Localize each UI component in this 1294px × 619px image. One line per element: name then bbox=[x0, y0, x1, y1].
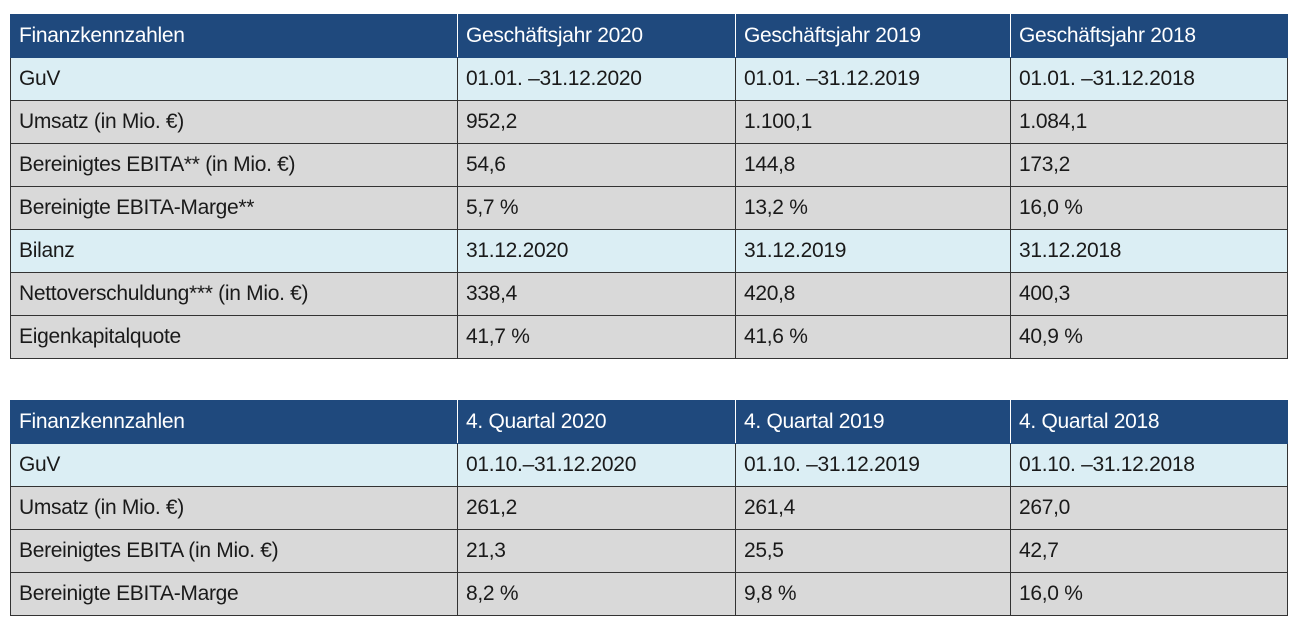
table-cell: 41,6 % bbox=[735, 315, 1011, 359]
table-cell: 01.10.–31.12.2020 bbox=[457, 443, 736, 487]
row-label: Eigenkapitalquote bbox=[10, 315, 458, 359]
table-cell: 31.12.2018 bbox=[1010, 229, 1288, 273]
table-cell: 420,8 bbox=[735, 272, 1011, 316]
column-header: 4. Quartal 2019 bbox=[735, 400, 1011, 444]
table-cell: 952,2 bbox=[457, 100, 736, 144]
table-cell: 01.01. –31.12.2020 bbox=[457, 57, 736, 101]
table-header-row: Finanzkennzahlen Geschäftsjahr 2020 Gesc… bbox=[10, 14, 1288, 58]
column-header: Finanzkennzahlen bbox=[10, 400, 458, 444]
table-row-umsatz: Umsatz (in Mio. €) 261,2 261,4 267,0 bbox=[10, 486, 1288, 530]
table-cell: 267,0 bbox=[1010, 486, 1288, 530]
table-cell: 261,2 bbox=[457, 486, 736, 530]
row-label: Bereinigtes EBITA** (in Mio. €) bbox=[10, 143, 458, 187]
column-header: Geschäftsjahr 2018 bbox=[1010, 14, 1288, 58]
row-label: Nettoverschuldung*** (in Mio. €) bbox=[10, 272, 458, 316]
table-row-eigenkapitalquote: Eigenkapitalquote 41,7 % 41,6 % 40,9 % bbox=[10, 315, 1288, 359]
table-cell: 01.01. –31.12.2018 bbox=[1010, 57, 1288, 101]
table-cell: 40,9 % bbox=[1010, 315, 1288, 359]
table-row-bilanz: Bilanz 31.12.2020 31.12.2019 31.12.2018 bbox=[10, 229, 1288, 273]
table-cell: 16,0 % bbox=[1010, 572, 1288, 616]
row-label: GuV bbox=[10, 443, 458, 487]
table-cell: 54,6 bbox=[457, 143, 736, 187]
row-label: Bereinigte EBITA-Marge bbox=[10, 572, 458, 616]
column-header: Geschäftsjahr 2020 bbox=[457, 14, 736, 58]
table-cell: 01.10. –31.12.2019 bbox=[735, 443, 1011, 487]
table-header-row: Finanzkennzahlen 4. Quartal 2020 4. Quar… bbox=[10, 400, 1288, 444]
row-label: Bereinigtes EBITA (in Mio. €) bbox=[10, 529, 458, 573]
row-label: GuV bbox=[10, 57, 458, 101]
financial-table-annual: Finanzkennzahlen Geschäftsjahr 2020 Gesc… bbox=[10, 14, 1288, 359]
table-row-guv: GuV 01.01. –31.12.2020 01.01. –31.12.201… bbox=[10, 57, 1288, 101]
table-cell: 1.100,1 bbox=[735, 100, 1011, 144]
table-cell: 01.01. –31.12.2019 bbox=[735, 57, 1011, 101]
table-row-ebita: Bereinigtes EBITA (in Mio. €) 21,3 25,5 … bbox=[10, 529, 1288, 573]
table-row-ebita-marge: Bereinigte EBITA-Marge 8,2 % 9,8 % 16,0 … bbox=[10, 572, 1288, 616]
table-cell: 1.084,1 bbox=[1010, 100, 1288, 144]
row-label: Bereinigte EBITA-Marge** bbox=[10, 186, 458, 230]
table-cell: 261,4 bbox=[735, 486, 1011, 530]
table-row-nettoverschuldung: Nettoverschuldung*** (in Mio. €) 338,4 4… bbox=[10, 272, 1288, 316]
column-header: Geschäftsjahr 2019 bbox=[735, 14, 1011, 58]
row-label: Umsatz (in Mio. €) bbox=[10, 100, 458, 144]
table-cell: 5,7 % bbox=[457, 186, 736, 230]
table-cell: 8,2 % bbox=[457, 572, 736, 616]
table-cell: 41,7 % bbox=[457, 315, 736, 359]
table-cell: 31.12.2019 bbox=[735, 229, 1011, 273]
column-header: 4. Quartal 2018 bbox=[1010, 400, 1288, 444]
table-row-umsatz: Umsatz (in Mio. €) 952,2 1.100,1 1.084,1 bbox=[10, 100, 1288, 144]
table-cell: 173,2 bbox=[1010, 143, 1288, 187]
table-row-ebita: Bereinigtes EBITA** (in Mio. €) 54,6 144… bbox=[10, 143, 1288, 187]
table-row-ebita-marge: Bereinigte EBITA-Marge** 5,7 % 13,2 % 16… bbox=[10, 186, 1288, 230]
table-cell: 338,4 bbox=[457, 272, 736, 316]
financial-table-quarter: Finanzkennzahlen 4. Quartal 2020 4. Quar… bbox=[10, 400, 1288, 616]
table-cell: 42,7 bbox=[1010, 529, 1288, 573]
table-cell: 13,2 % bbox=[735, 186, 1011, 230]
row-label: Bilanz bbox=[10, 229, 458, 273]
column-header: Finanzkennzahlen bbox=[10, 14, 458, 58]
table-cell: 144,8 bbox=[735, 143, 1011, 187]
table-cell: 9,8 % bbox=[735, 572, 1011, 616]
table-cell: 21,3 bbox=[457, 529, 736, 573]
table-cell: 31.12.2020 bbox=[457, 229, 736, 273]
row-label: Umsatz (in Mio. €) bbox=[10, 486, 458, 530]
column-header: 4. Quartal 2020 bbox=[457, 400, 736, 444]
table-cell: 400,3 bbox=[1010, 272, 1288, 316]
table-cell: 01.10. –31.12.2018 bbox=[1010, 443, 1288, 487]
table-cell: 25,5 bbox=[735, 529, 1011, 573]
table-row-guv: GuV 01.10.–31.12.2020 01.10. –31.12.2019… bbox=[10, 443, 1288, 487]
table-cell: 16,0 % bbox=[1010, 186, 1288, 230]
